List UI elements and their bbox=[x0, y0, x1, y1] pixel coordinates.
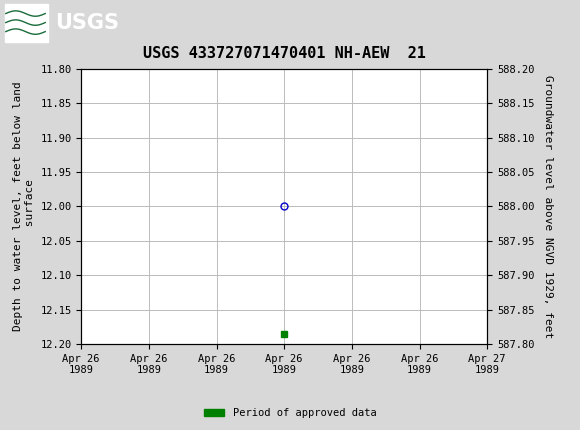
Legend: Period of approved data: Period of approved data bbox=[200, 404, 380, 423]
Y-axis label: Groundwater level above NGVD 1929, feet: Groundwater level above NGVD 1929, feet bbox=[543, 75, 553, 338]
Y-axis label: Depth to water level, feet below land
 surface: Depth to water level, feet below land su… bbox=[13, 82, 35, 331]
FancyBboxPatch shape bbox=[5, 3, 48, 42]
Text: USGS: USGS bbox=[55, 12, 119, 33]
Title: USGS 433727071470401 NH-AEW  21: USGS 433727071470401 NH-AEW 21 bbox=[143, 46, 426, 61]
